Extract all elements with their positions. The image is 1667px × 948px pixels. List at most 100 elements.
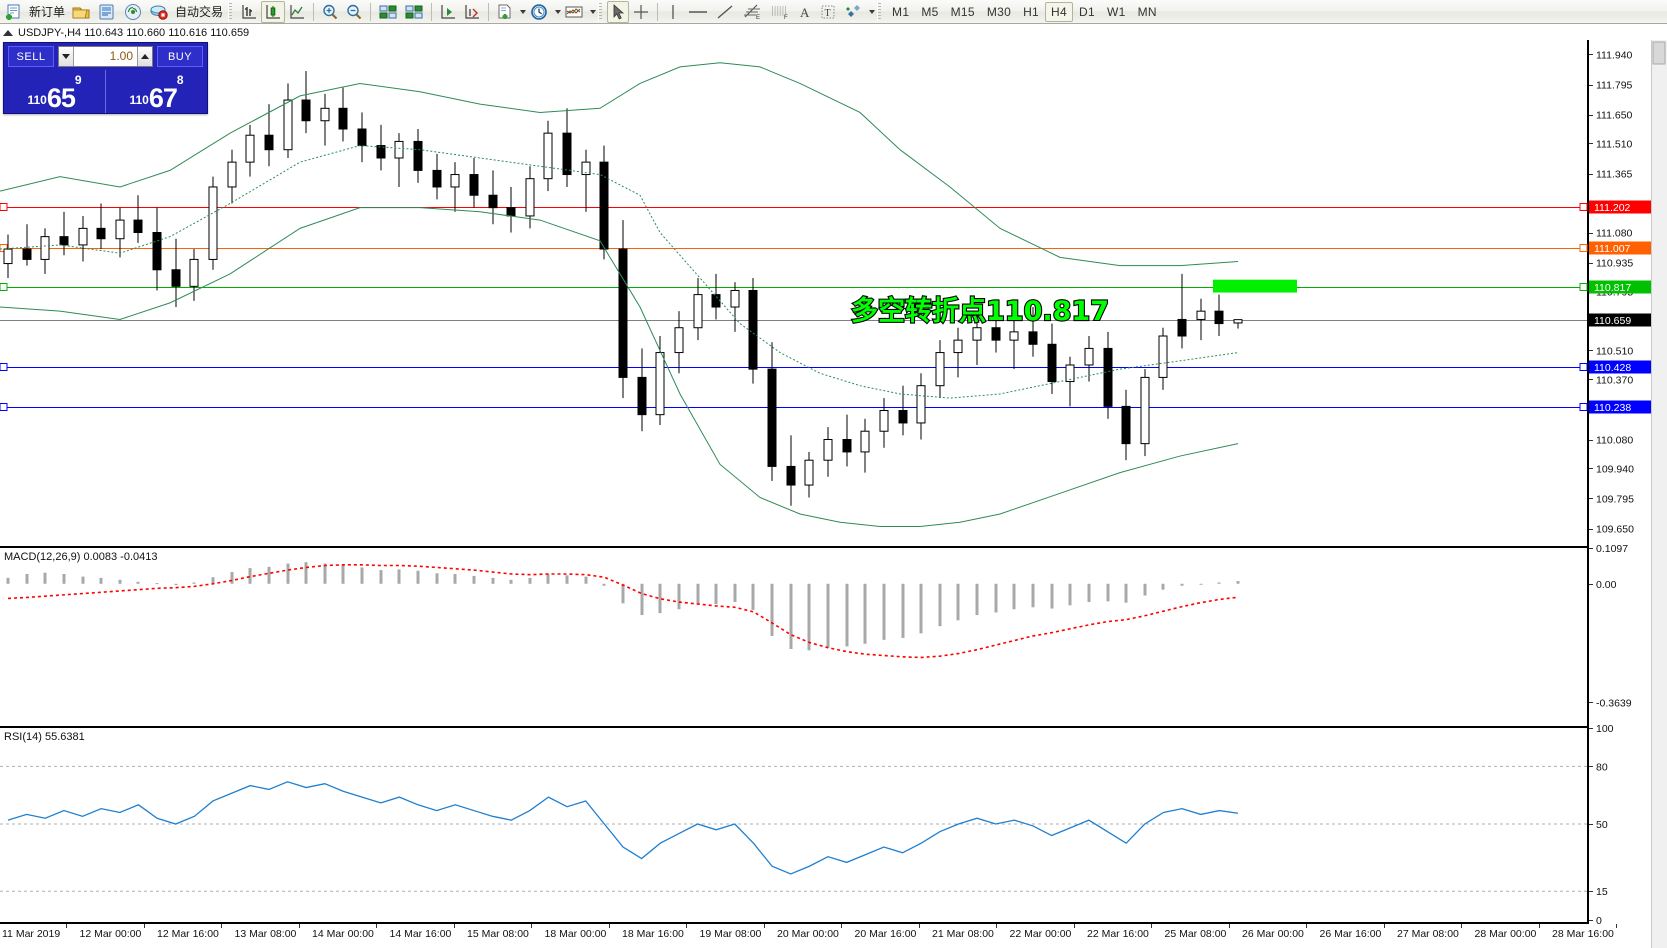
sell-price[interactable]: 110 65 9	[4, 70, 105, 113]
period-dropdown-icon[interactable]	[555, 9, 562, 14]
zoom-in-icon[interactable]	[318, 1, 342, 23]
timeframe-mn[interactable]: MN	[1137, 4, 1157, 19]
text-icon[interactable]: A	[794, 1, 816, 23]
volume-stepper[interactable]: 1.00	[58, 46, 153, 67]
new-order-icon[interactable]	[2, 1, 26, 23]
one-click-trading-panel[interactable]: SELL 1.00 BUY 110 65 9 110 67 8	[3, 42, 208, 114]
svg-text:110.510: 110.510	[1596, 345, 1633, 357]
period-icon[interactable]	[526, 1, 552, 23]
autotrading-icon[interactable]	[146, 1, 172, 23]
new-chart-dropdown-icon[interactable]	[520, 9, 527, 14]
volume-decrement-button[interactable]	[59, 47, 74, 66]
toolbar-grip[interactable]	[228, 2, 233, 21]
timeframe-h1[interactable]: H1	[1023, 4, 1040, 19]
svg-text:111.795: 111.795	[1596, 80, 1633, 92]
autotrading-label[interactable]: 自动交易	[175, 5, 224, 19]
svg-text:MACD(12,26,9) 0.0083 -0.0413: MACD(12,26,9) 0.0083 -0.0413	[4, 551, 157, 563]
time-axis-label: 28 Mar 00:00	[1475, 928, 1537, 940]
svg-text:111.510: 111.510	[1596, 138, 1633, 150]
svg-text:F: F	[784, 15, 788, 21]
svg-text:A: A	[800, 5, 810, 20]
objects-dropdown-icon[interactable]	[869, 9, 876, 14]
bar-chart-icon[interactable]	[237, 1, 261, 23]
fibo-icon[interactable]: E	[738, 1, 766, 23]
new-order-label[interactable]: 新订单	[29, 5, 66, 19]
timeframe-d1[interactable]: D1	[1079, 4, 1095, 19]
toolbar-divider-5	[657, 2, 659, 21]
cursor-icon[interactable]	[607, 0, 630, 23]
chart-collapse-icon[interactable]	[3, 29, 13, 36]
timeframe-w1[interactable]: W1	[1106, 4, 1126, 19]
trade-panel-prices: 110 65 9 110 67 8	[4, 70, 207, 113]
main-toolbar: 新订单	[0, 0, 1667, 24]
time-axis-label: 11 Mar 2019	[2, 928, 60, 940]
timeframe-m5[interactable]: M5	[921, 4, 939, 19]
profile-icon[interactable]	[94, 1, 120, 23]
svg-text:RSI(14) 55.6381: RSI(14) 55.6381	[4, 731, 85, 743]
tile-windows-icon[interactable]	[375, 1, 401, 23]
candlestick-icon[interactable]	[261, 0, 286, 23]
svg-text:111.650: 111.650	[1596, 110, 1633, 122]
time-axis-label: 13 Mar 08:00	[235, 928, 297, 940]
sell-button[interactable]: SELL	[8, 46, 54, 67]
svg-text:109.650: 109.650	[1596, 524, 1634, 536]
svg-text:110.659: 110.659	[1594, 315, 1631, 327]
folder-icon[interactable]	[68, 1, 94, 23]
time-axis-label: 14 Mar 00:00	[312, 928, 374, 940]
toolbar-divider-4	[488, 2, 490, 21]
toolbar-divider	[313, 2, 315, 21]
toolbar-grip-2[interactable]	[598, 2, 603, 21]
zoom-out-icon[interactable]	[342, 1, 366, 23]
indicators-dropdown-icon[interactable]	[590, 9, 597, 14]
time-axis-label: 14 Mar 16:00	[390, 928, 452, 940]
time-axis-label: 12 Mar 16:00	[157, 928, 219, 940]
chart-area[interactable]: 111.940 111.795 111.650 111.510 111.365 111.2…	[0, 40, 1667, 948]
chevron-up-icon	[141, 54, 149, 59]
time-axis-label: 18 Mar 16:00	[622, 928, 684, 940]
signals-icon[interactable]	[120, 1, 146, 23]
toolbar-divider-3	[431, 2, 433, 21]
toolbar-divider-2	[370, 2, 372, 21]
buy-price[interactable]: 110 67 8	[105, 70, 207, 113]
trendline-icon[interactable]	[712, 1, 738, 23]
volume-increment-button[interactable]	[137, 47, 152, 66]
symbol-header: USDJPY-,H4 110.643 110.660 110.616 110.6…	[0, 25, 1667, 40]
time-axis-label: 27 Mar 08:00	[1397, 928, 1459, 940]
crosshair-icon[interactable]	[629, 1, 653, 23]
svg-text:0.00: 0.00	[1596, 579, 1617, 591]
timeframe-m1[interactable]: M1	[892, 4, 910, 19]
fibo-f-icon[interactable]: F	[766, 1, 794, 23]
vline-icon[interactable]	[662, 1, 684, 23]
buy-price-fraction: 8	[176, 73, 184, 87]
auto-scroll-icon[interactable]	[460, 1, 484, 23]
timeframe-h4[interactable]: H4	[1045, 1, 1073, 22]
label-icon[interactable]: T	[816, 1, 840, 23]
svg-text:-0.3639: -0.3639	[1596, 697, 1632, 709]
svg-text:80: 80	[1596, 761, 1608, 773]
objects-icon[interactable]	[840, 1, 866, 23]
svg-text:0.1097: 0.1097	[1596, 543, 1628, 555]
time-axis-label: 26 Mar 16:00	[1320, 928, 1382, 940]
time-axis-label: 19 Mar 08:00	[700, 928, 762, 940]
grid-windows-icon[interactable]	[401, 1, 427, 23]
indicators-icon[interactable]	[561, 1, 587, 23]
timeframe-m15[interactable]: M15	[950, 4, 975, 19]
shift-end-icon[interactable]	[436, 1, 460, 23]
svg-text:15: 15	[1596, 886, 1608, 898]
chart-canvas[interactable]: 111.940 111.795 111.650 111.510 111.365 111.2…	[0, 40, 1667, 948]
hline-icon[interactable]	[684, 1, 712, 23]
svg-text:110.935: 110.935	[1596, 258, 1633, 270]
chart-annotation-text: 多空转折点110.817	[851, 295, 1109, 327]
buy-button[interactable]: BUY	[157, 46, 203, 67]
time-axis-label: 12 Mar 00:00	[80, 928, 142, 940]
timeframe-m30[interactable]: M30	[986, 4, 1012, 19]
volume-value[interactable]: 1.00	[109, 49, 133, 63]
svg-text:110.370: 110.370	[1596, 374, 1633, 386]
time-axis-label: 21 Mar 08:00	[932, 928, 994, 940]
toolbar-grip-3[interactable]	[877, 2, 882, 21]
line-chart-icon[interactable]	[285, 1, 309, 23]
time-axis-label: 22 Mar 00:00	[1010, 928, 1072, 940]
svg-text:110.080: 110.080	[1596, 435, 1633, 447]
time-axis-label: 26 Mar 00:00	[1242, 928, 1304, 940]
new-chart-icon[interactable]	[493, 1, 517, 23]
